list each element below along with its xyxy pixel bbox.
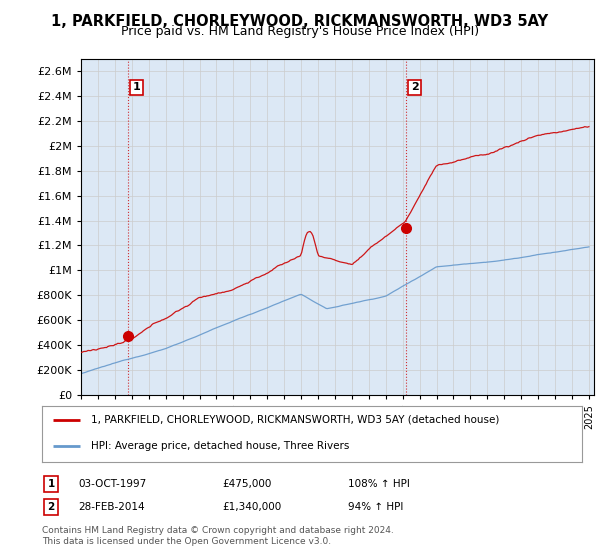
Text: 03-OCT-1997: 03-OCT-1997 [78, 479, 146, 489]
Text: Contains HM Land Registry data © Crown copyright and database right 2024.
This d: Contains HM Land Registry data © Crown c… [42, 526, 394, 546]
Text: 28-FEB-2014: 28-FEB-2014 [78, 502, 145, 512]
Text: 2: 2 [47, 502, 55, 512]
Text: 1: 1 [47, 479, 55, 489]
Text: 2: 2 [410, 82, 418, 92]
Text: 1, PARKFIELD, CHORLEYWOOD, RICKMANSWORTH, WD3 5AY: 1, PARKFIELD, CHORLEYWOOD, RICKMANSWORTH… [52, 14, 548, 29]
Text: £475,000: £475,000 [222, 479, 271, 489]
Text: 1, PARKFIELD, CHORLEYWOOD, RICKMANSWORTH, WD3 5AY (detached house): 1, PARKFIELD, CHORLEYWOOD, RICKMANSWORTH… [91, 415, 499, 425]
Text: 1: 1 [133, 82, 140, 92]
Text: 108% ↑ HPI: 108% ↑ HPI [348, 479, 410, 489]
Text: £1,340,000: £1,340,000 [222, 502, 281, 512]
Text: Price paid vs. HM Land Registry's House Price Index (HPI): Price paid vs. HM Land Registry's House … [121, 25, 479, 38]
Text: 94% ↑ HPI: 94% ↑ HPI [348, 502, 403, 512]
Text: HPI: Average price, detached house, Three Rivers: HPI: Average price, detached house, Thre… [91, 441, 349, 451]
